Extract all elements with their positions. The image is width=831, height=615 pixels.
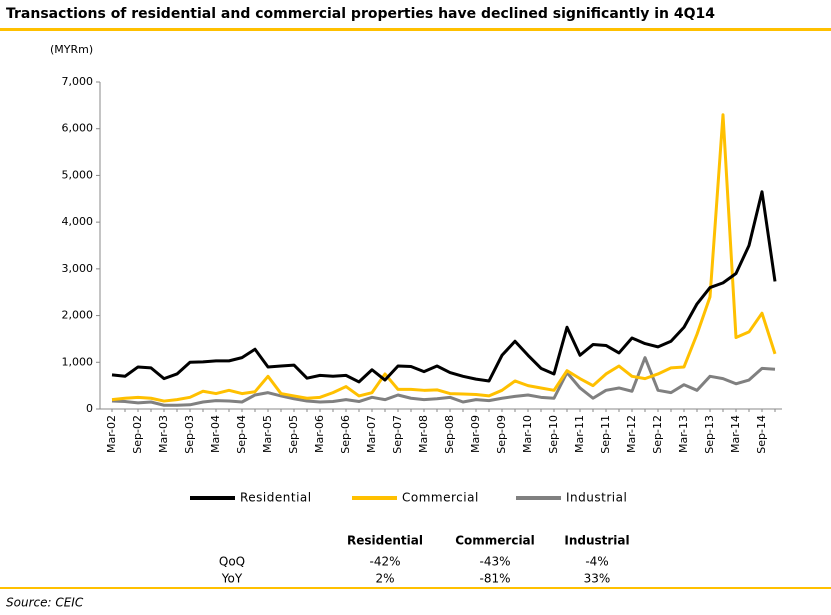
legend-label: Industrial [566,491,627,505]
x-tick-label: Mar-11 [573,415,586,453]
x-tick-label: Mar-07 [365,415,378,453]
x-tick-label: Sep-10 [547,415,560,454]
x-tick-label: Sep-09 [495,415,508,454]
x-tick-label: Mar-12 [625,415,638,453]
x-tick-label: Sep-07 [391,415,404,454]
x-tick-label: Mar-02 [105,415,118,453]
x-tick-label: Sep-11 [599,415,612,454]
x-tick-label: Mar-14 [729,415,742,453]
table-row-label: YoY [221,572,243,586]
x-tick-label: Sep-03 [183,415,196,454]
table-header: Industrial [564,534,629,548]
line-series [111,113,777,403]
x-tick-label: Mar-03 [157,415,170,453]
table-row-label: QoQ [219,555,245,569]
table-cell: -42% [369,555,400,569]
table-cell: -43% [479,555,510,569]
x-tick-label: Mar-06 [313,415,326,453]
y-tick-label: 3,000 [62,262,94,275]
y-tick-label: 4,000 [62,215,94,228]
legend-label: Residential [240,491,312,505]
x-tick-label: Mar-13 [677,415,690,453]
y-tick-label: 0 [86,402,93,415]
legend-label: Commercial [402,491,479,505]
chart-title: Transactions of residential and commerci… [6,6,715,22]
line-series [111,190,777,384]
x-tick-label: Mar-09 [469,415,482,453]
table-cell: -81% [479,572,510,586]
x-tick-label: Sep-06 [339,415,352,454]
x-tick-label: Sep-05 [287,415,300,454]
y-tick-label: 2,000 [62,309,94,322]
title-rule [0,28,831,31]
y-tick-label: 5,000 [62,168,94,181]
x-tick-label: Mar-05 [261,415,274,453]
table-cell: 33% [584,572,611,586]
y-tick-label: 1,000 [62,355,94,368]
x-tick-label: Mar-04 [209,415,222,453]
x-tick-label: Sep-14 [755,415,768,454]
x-tick-label: Sep-12 [651,415,664,454]
table-header: Commercial [455,534,535,548]
line-series [111,356,776,407]
x-tick-label: Mar-08 [417,415,430,453]
x-tick-label: Sep-02 [131,415,144,454]
x-tick-label: Sep-04 [235,415,248,454]
table-cell: -4% [585,555,608,569]
x-tick-label: Sep-08 [443,415,456,454]
y-axis-label: (MYRm) [50,43,93,56]
x-tick-label: Sep-13 [703,415,716,454]
table-cell: 2% [375,572,394,586]
y-tick-label: 7,000 [62,75,94,88]
table-header: Residential [347,534,423,548]
x-tick-label: Mar-10 [521,415,534,453]
y-tick-label: 6,000 [62,122,94,135]
source: Source: CEIC [6,596,84,610]
